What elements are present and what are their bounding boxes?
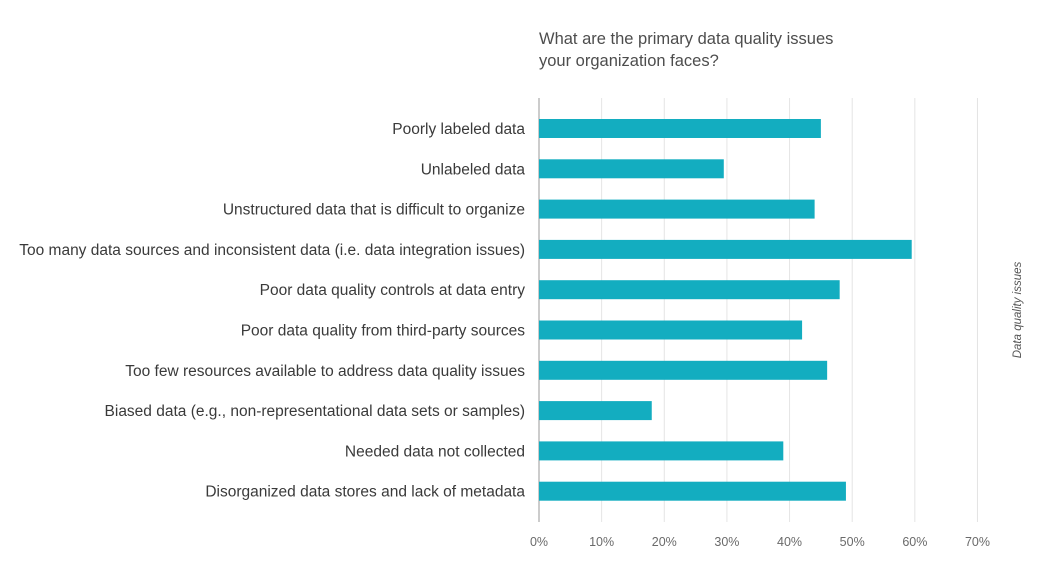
category-label: Biased data (e.g., non-representational …	[105, 403, 525, 420]
category-label: Unstructured data that is difficult to o…	[223, 202, 525, 219]
category-label: Too many data sources and inconsistent d…	[19, 242, 525, 259]
chart-title: What are the primary data quality issues…	[539, 28, 919, 72]
x-tick-label: 30%	[714, 535, 739, 549]
x-tick-label: 50%	[840, 535, 865, 549]
category-label: Disorganized data stores and lack of met…	[205, 484, 525, 501]
x-tick-label: 40%	[777, 535, 802, 549]
bar	[539, 360, 828, 380]
bar	[539, 401, 652, 421]
series-label: Data quality issues	[1012, 261, 1024, 358]
chart-title-line-1: What are the primary data quality issues	[539, 30, 834, 48]
x-tick-label: 10%	[589, 535, 614, 549]
bar	[539, 199, 815, 219]
x-tick-label: 0%	[530, 535, 548, 549]
x-tick-label: 70%	[965, 535, 990, 549]
bar	[539, 239, 912, 259]
category-label: Needed data not collected	[345, 443, 525, 460]
x-tick-label: 20%	[652, 535, 677, 549]
category-label: Poor data quality controls at data entry	[260, 282, 526, 299]
category-label: Poor data quality from third-party sourc…	[241, 323, 526, 340]
bar	[539, 441, 784, 461]
category-label: Too few resources available to address d…	[125, 363, 525, 380]
chart-title-line-2: your organization faces?	[539, 52, 719, 70]
category-label: Poorly labeled data	[392, 121, 525, 138]
x-tick-label: 60%	[902, 535, 927, 549]
category-label: Unlabeled data	[421, 161, 526, 178]
bar	[539, 280, 840, 300]
bar	[539, 320, 803, 340]
bar	[539, 159, 724, 179]
bar	[539, 481, 846, 501]
bar	[539, 119, 821, 138]
